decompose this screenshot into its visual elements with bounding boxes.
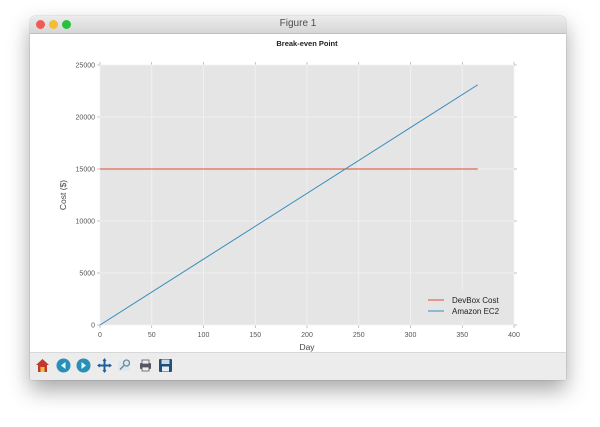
y-tick-label: 25000 — [76, 63, 96, 70]
x-tick-label: 100 — [198, 332, 210, 339]
y-tick-label: 15000 — [76, 167, 96, 174]
configure-subplots-button[interactable] — [137, 357, 154, 374]
legend-label: DevBox Cost — [452, 296, 499, 305]
forward-button[interactable] — [75, 357, 92, 374]
legend — [422, 291, 510, 321]
x-tick-label: 200 — [301, 332, 313, 339]
zoom-icon — [117, 358, 132, 373]
save-button[interactable] — [157, 357, 174, 374]
x-tick-label: 300 — [405, 332, 417, 339]
y-tick-label: 5000 — [79, 271, 95, 278]
x-tick-label: 350 — [456, 332, 468, 339]
y-tick-label: 0 — [91, 323, 95, 330]
navigation-toolbar — [30, 352, 566, 380]
plot-canvas[interactable]: Break-even Point 0 50 100 150 200 250 300 350 400… — [30, 34, 566, 352]
minimize-button[interactable] — [49, 20, 58, 29]
forward-icon — [76, 358, 91, 373]
home-icon — [35, 358, 50, 373]
home-button[interactable] — [34, 357, 51, 374]
legend-label: Amazon EC2 — [452, 307, 500, 316]
chart-title: Break-even Point — [276, 39, 338, 48]
window-title: Figure 1 — [279, 18, 317, 29]
x-tick-label: 250 — [353, 332, 365, 339]
x-tick-label: 150 — [249, 332, 261, 339]
save-icon — [158, 358, 173, 373]
pan-icon — [96, 358, 112, 373]
y-tick-label: 20000 — [76, 115, 96, 122]
title-bar: Figure 1 — [30, 16, 566, 34]
figure-window: Figure 1 Break-even Point 0 50 100 150 200 250… — [30, 16, 566, 380]
back-button[interactable] — [55, 357, 72, 374]
x-tick-label: 50 — [148, 332, 156, 339]
zoom-window-button[interactable] — [62, 20, 71, 29]
y-axis-label: Cost ($) — [58, 180, 68, 210]
configure-subplots-icon — [138, 358, 153, 373]
close-button[interactable] — [36, 20, 45, 29]
pan-button[interactable] — [96, 357, 113, 374]
y-tick-label: 10000 — [76, 219, 96, 226]
zoom-button[interactable] — [116, 357, 133, 374]
x-axis-label: Day — [299, 342, 315, 352]
back-icon — [56, 358, 71, 373]
series-line — [99, 84, 479, 326]
x-tick-label: 0 — [98, 332, 102, 339]
chart: Break-even Point 0 50 100 150 200 250 300 350 400… — [58, 39, 520, 352]
x-tick-label: 400 — [508, 332, 520, 339]
